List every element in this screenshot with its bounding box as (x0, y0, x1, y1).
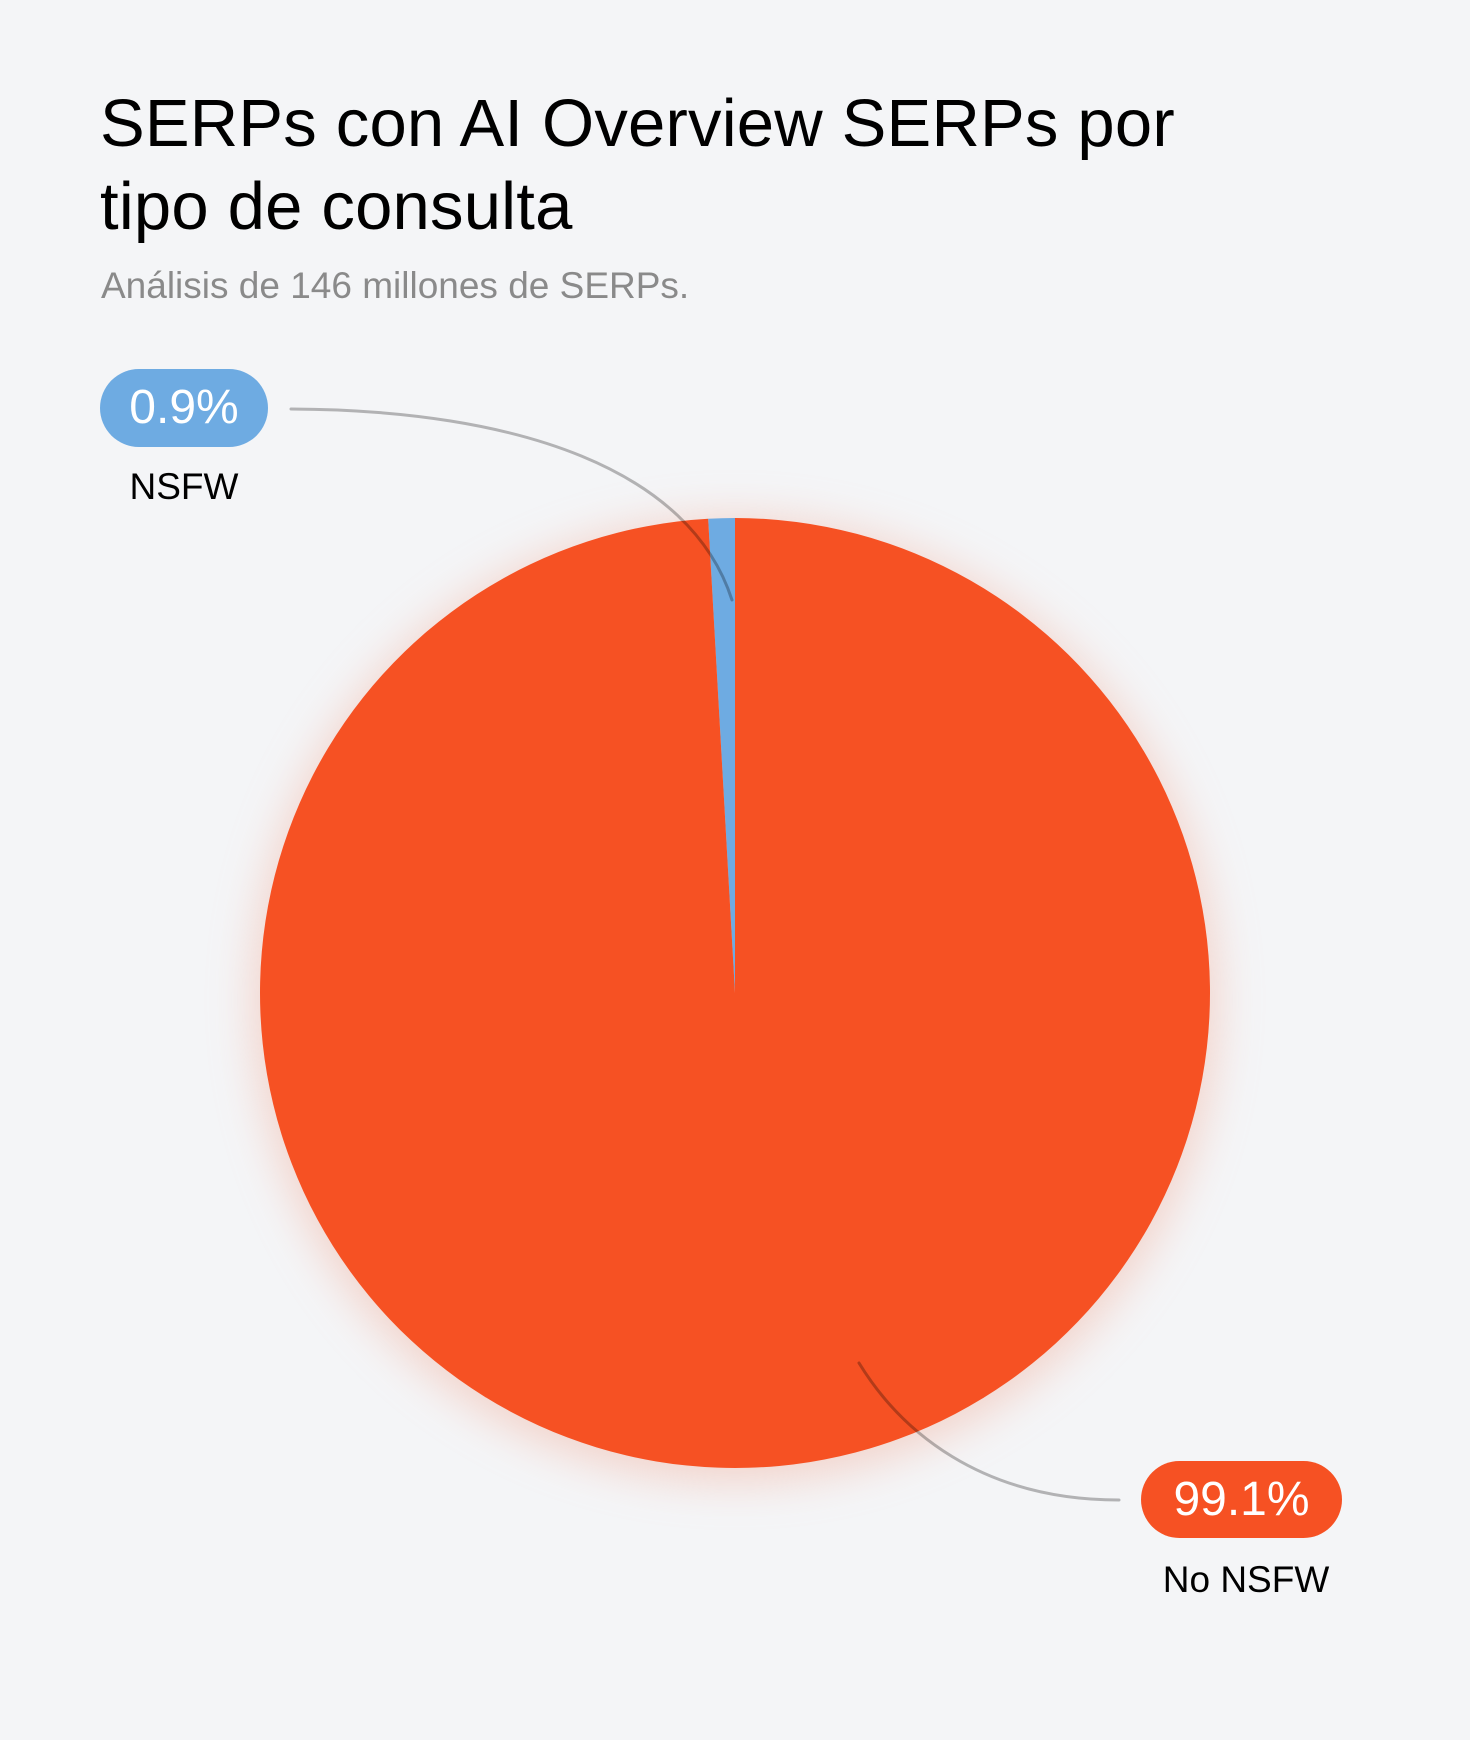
value-badge-no-nsfw: 99.1% (1141, 1461, 1342, 1538)
leader-line-no-nsfw (857, 1361, 1121, 1502)
segment-label-nsfw: NSFW (129, 466, 239, 507)
pie-slice-nsfw (708, 518, 735, 993)
pie-slice-no-nsfw (260, 518, 1211, 1468)
chart-subtitle: Análisis de 146 millones de SERPs. (101, 265, 690, 306)
leader-line-nsfw (289, 407, 734, 602)
pie-slices (260, 518, 1211, 1468)
segment-label-no-nsfw: No NSFW (1162, 1559, 1330, 1600)
value-badge-nsfw: 0.9% (100, 369, 268, 447)
chart-title: SERPs con AI Overview SERPs por tipo de … (100, 86, 1175, 244)
